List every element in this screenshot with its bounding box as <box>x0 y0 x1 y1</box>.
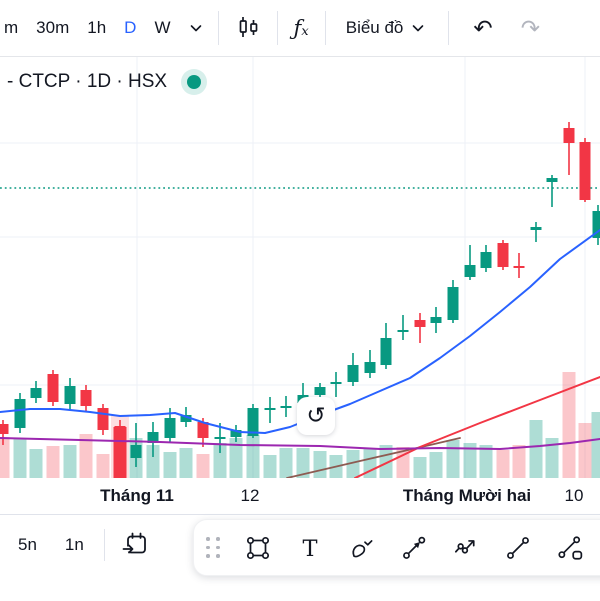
separator <box>104 529 105 561</box>
time-axis-label: 10 <box>565 486 584 506</box>
separator <box>325 11 326 45</box>
brush-tool[interactable] <box>336 526 388 570</box>
separator <box>277 11 278 45</box>
polyline-arrow-tool[interactable] <box>440 526 492 570</box>
market-status-dot[interactable] <box>181 69 207 95</box>
time-axis-label: Tháng 11 <box>100 486 174 506</box>
time-axis-label: 12 <box>241 486 260 506</box>
text-tool-glyph: T <box>302 536 317 562</box>
drawing-tools-panel: T <box>193 519 600 576</box>
ma-lines <box>0 230 600 478</box>
channel-tool[interactable] <box>544 526 596 570</box>
chevron-down-icon <box>410 20 426 36</box>
text-tool[interactable]: T <box>284 526 336 570</box>
undo-button[interactable]: ↶ <box>467 15 498 42</box>
range-row: 5n 1n <box>0 515 155 575</box>
chart-layout-dropdown[interactable]: Biểu đồ <box>332 18 433 38</box>
timeframe-m[interactable]: m <box>0 12 27 44</box>
refresh-icon: ↺ <box>306 405 325 428</box>
indicators-fx-button[interactable]: ƒₓ <box>284 16 319 40</box>
drag-handle[interactable] <box>206 537 220 558</box>
symbol-header: - CTCP · 1D · HSX <box>7 69 207 95</box>
separator <box>218 11 219 45</box>
refresh-chart-button[interactable]: ↺ <box>297 397 335 435</box>
time-axis[interactable]: Tháng 11 12 Tháng Mười hai 10 <box>0 478 600 514</box>
status-dot-inner <box>187 75 201 89</box>
timeframe-30m[interactable]: 30m <box>27 12 78 44</box>
top-toolbar: m 30m 1h D W ƒₓ Biểu đồ ↶ ↷ <box>0 0 600 57</box>
trend-line-tool[interactable] <box>492 526 544 570</box>
timeframe-1d[interactable]: D <box>115 12 145 44</box>
redo-button-disabled[interactable]: ↷ <box>515 15 546 42</box>
go-to-date-button[interactable] <box>117 525 155 565</box>
chart-style-candles-icon[interactable] <box>225 8 271 48</box>
timeframe-1w[interactable]: W <box>145 12 179 44</box>
chart-layout-label: Biểu đồ <box>346 18 404 38</box>
timeframe-dropdown-chevron-icon[interactable] <box>180 16 212 40</box>
symbol-title[interactable]: - CTCP · 1D · HSX <box>7 71 167 93</box>
bottom-toolbar: 5n 1n T <box>0 514 600 601</box>
range-1d-button[interactable]: 1n <box>57 529 92 561</box>
arrow-tool[interactable] <box>388 526 440 570</box>
timeframe-1h[interactable]: 1h <box>78 12 115 44</box>
selection-rectangle-tool[interactable] <box>232 526 284 570</box>
separator <box>448 11 449 45</box>
time-axis-label: Tháng Mười hai <box>403 486 531 506</box>
range-5d-button[interactable]: 5n <box>10 529 45 561</box>
